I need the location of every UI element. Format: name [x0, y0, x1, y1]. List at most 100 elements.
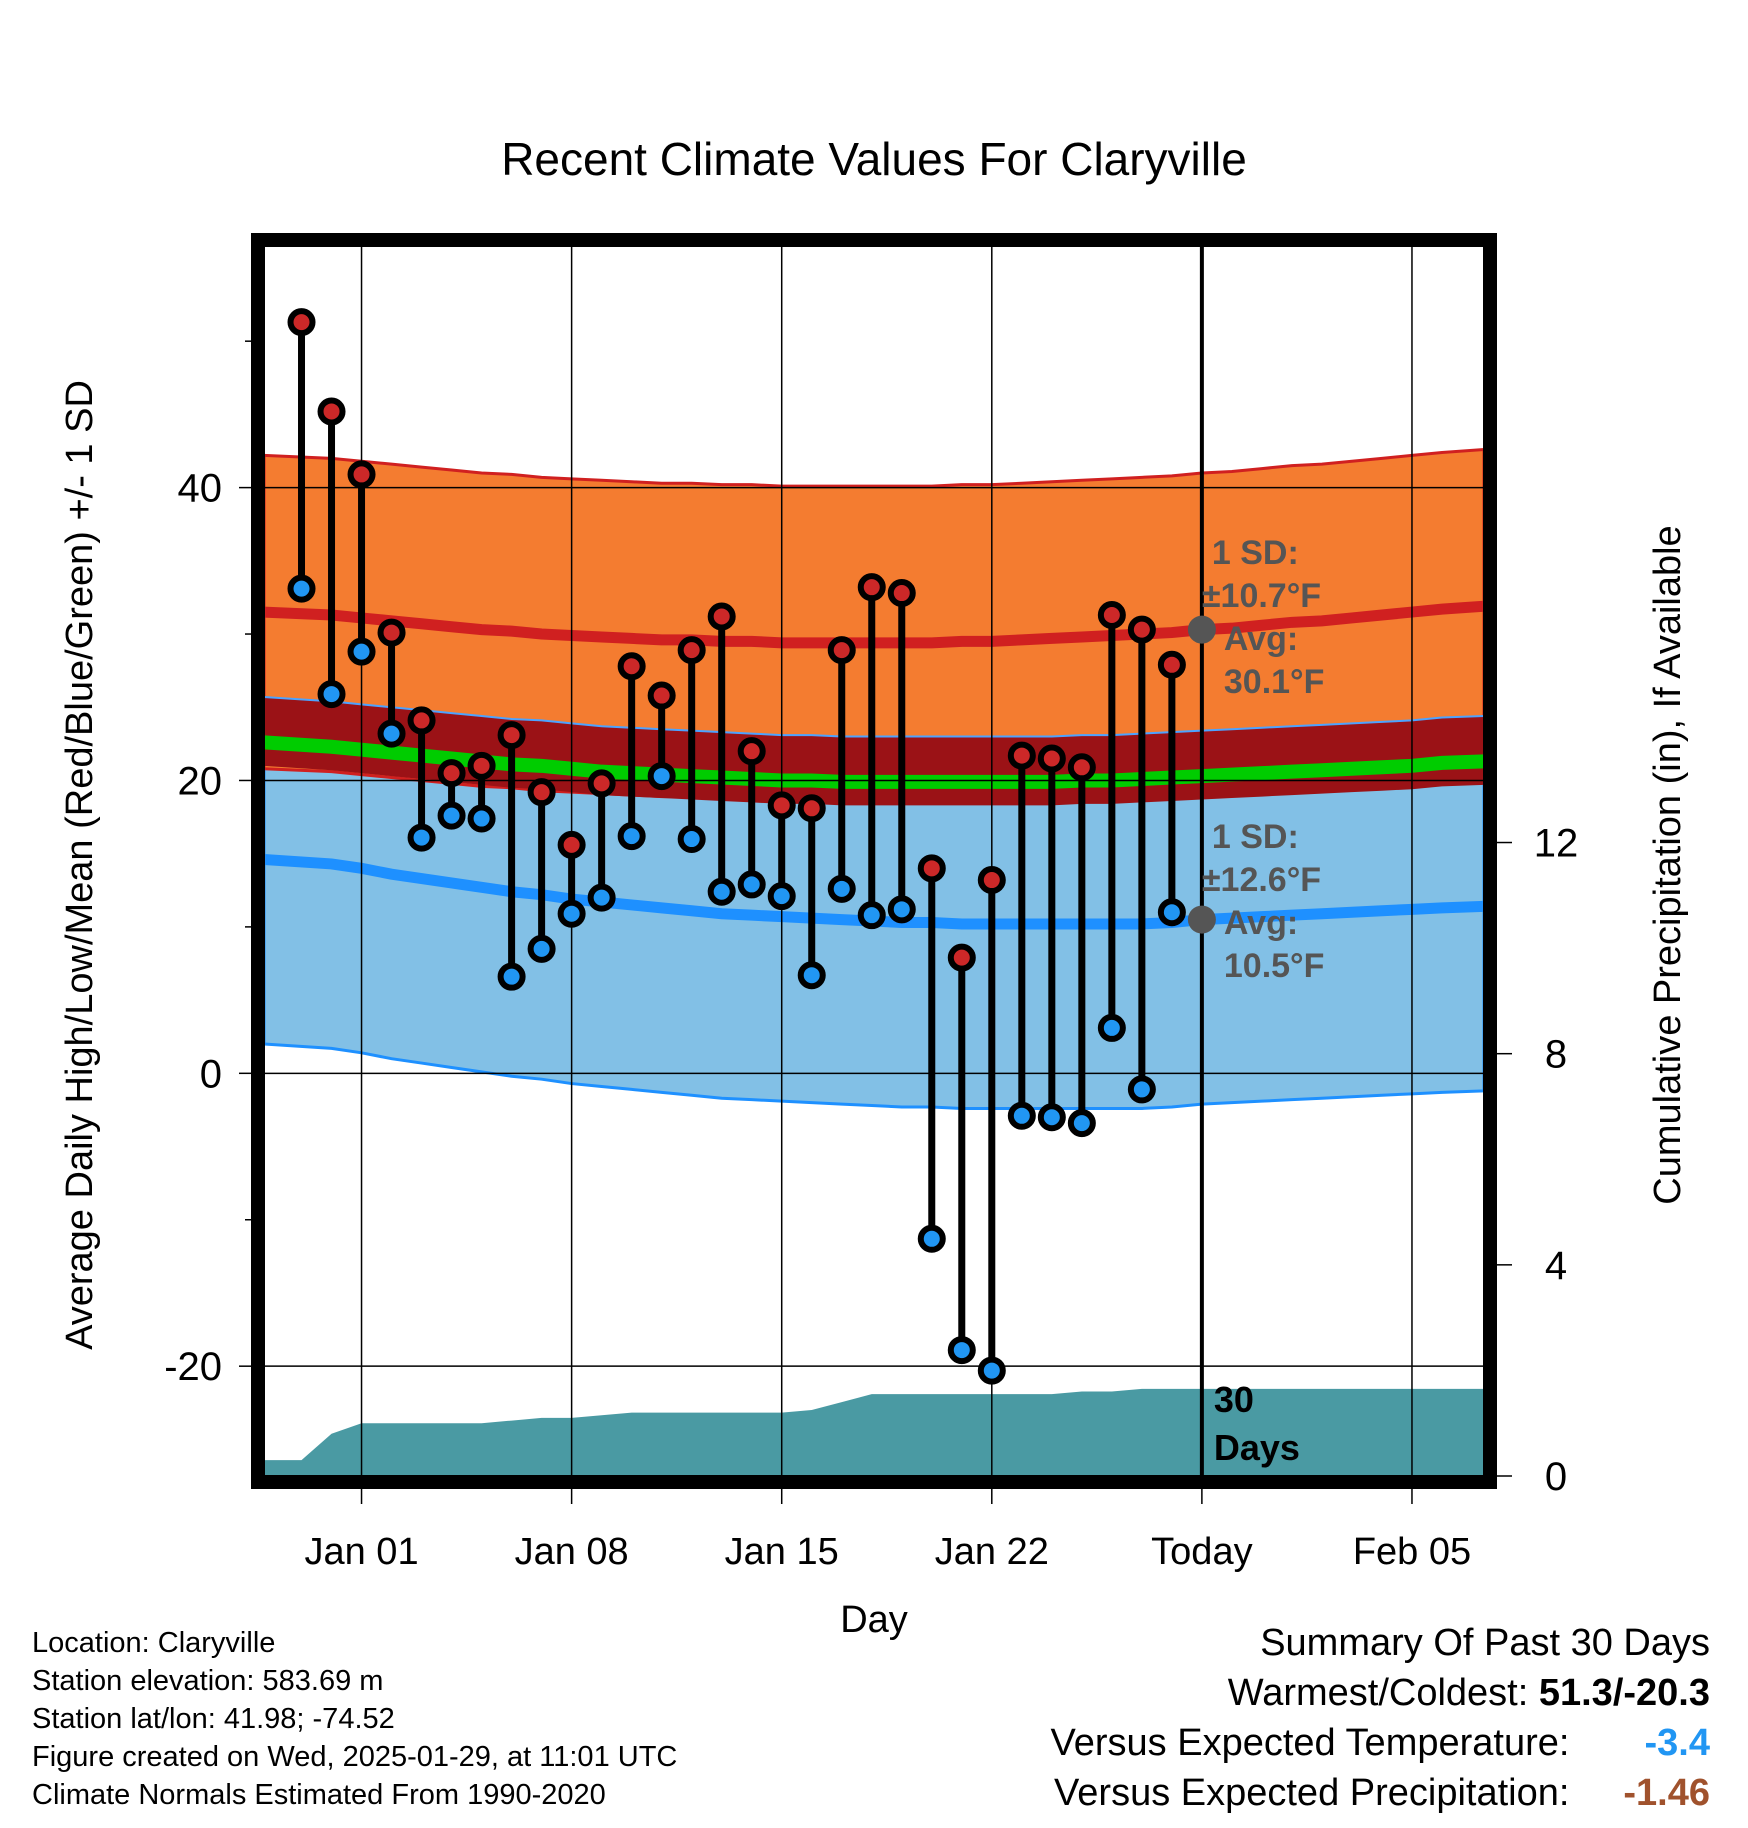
latlon-text: Station lat/lon: 41.98; -74.52 [32, 1703, 395, 1735]
y2-axis-label: Cumulative Precipitation (in), If Availa… [1647, 525, 1689, 1204]
x-tick-label: Today [1151, 1531, 1252, 1573]
plot-content [264, 246, 1484, 1476]
high-point [827, 636, 856, 665]
high-point [407, 706, 436, 735]
high-point [767, 791, 796, 820]
high-point [377, 618, 406, 647]
x-axis-label: Day [840, 1599, 908, 1641]
high-point [497, 721, 526, 750]
low-point [1037, 1103, 1066, 1132]
high-point [677, 636, 706, 665]
low-point [437, 801, 466, 830]
precip-label: Versus Expected Precipitation: [1054, 1772, 1570, 1814]
low-sd-annotation: ±12.6°F [1202, 861, 1321, 899]
low-point [287, 574, 316, 603]
low-point [767, 882, 796, 911]
chart-title: Recent Climate Values For Claryville [501, 133, 1247, 185]
elevation-text: Station elevation: 583.69 m [32, 1665, 384, 1697]
temp-label: Versus Expected Temperature: [1050, 1722, 1570, 1764]
high-point [317, 397, 346, 426]
high-point [1007, 741, 1036, 770]
high-sd-annotation: Avg: [1224, 620, 1298, 658]
high-point [527, 778, 556, 807]
low-point [1067, 1109, 1096, 1138]
high-point [347, 460, 376, 489]
normals-text: Climate Normals Estimated From 1990-2020 [32, 1779, 606, 1811]
temp-value: -3.4 [1644, 1722, 1710, 1764]
low-point [1097, 1013, 1126, 1042]
high-sd-annotation: 30.1°F [1224, 663, 1325, 701]
warm-cold-value: 51.3/-20.3 [1538, 1672, 1710, 1714]
high-point [557, 830, 586, 859]
low-point [797, 961, 826, 990]
summary-temp: Versus Expected Temperature: -3.4 [1051, 1718, 1710, 1768]
high-point [1067, 753, 1096, 782]
x-tick-label: Jan 15 [725, 1531, 839, 1573]
x-tick-label: Feb 05 [1353, 1531, 1471, 1573]
y2-tick-label: 4 [1545, 1244, 1567, 1288]
high-sd-annotation: 1 SD: [1212, 534, 1299, 572]
x-tick-label: Jan 01 [304, 1531, 418, 1573]
low-point [377, 719, 406, 748]
high-point [647, 681, 676, 710]
low-point [947, 1336, 976, 1365]
y-tick-label: 40 [178, 467, 223, 511]
normal-low-line [264, 854, 1484, 930]
high-point [1037, 744, 1066, 773]
high-point [587, 769, 616, 798]
normal-high-line [264, 600, 1484, 649]
high-point [707, 602, 736, 631]
location-text: Location: Claryville [32, 1627, 276, 1659]
low-point [317, 680, 346, 709]
low-point [617, 822, 646, 851]
high-sd-annotation: ±10.7°F [1202, 577, 1321, 615]
warm-cold-label: Warmest/Coldest: [1227, 1672, 1529, 1714]
y-tick-label: 20 [178, 759, 223, 803]
y2-tick-label: 8 [1545, 1033, 1567, 1077]
precip-value: -1.46 [1623, 1772, 1710, 1814]
low-point [1007, 1101, 1036, 1130]
high-point [287, 308, 316, 337]
precip-period-label: Days [1214, 1427, 1300, 1468]
low-sd-annotation: 10.5°F [1224, 947, 1325, 985]
high-point [857, 573, 886, 602]
normal-mean-line [264, 735, 1484, 789]
low-point [677, 825, 706, 854]
high-point [917, 854, 946, 883]
high-point [737, 737, 766, 766]
y2-tick-label: 0 [1545, 1455, 1567, 1499]
low-sd-annotation: Avg: [1224, 904, 1298, 942]
low-point [527, 934, 556, 963]
y-tick-label: -20 [164, 1345, 222, 1389]
precip-period-label: 30 [1214, 1379, 1254, 1420]
low-point [407, 823, 436, 852]
high-point [1127, 615, 1156, 644]
low-point [977, 1356, 1006, 1385]
low-point [587, 883, 616, 912]
low-point [497, 962, 526, 991]
low-point [1127, 1075, 1156, 1104]
low-point [737, 870, 766, 899]
low-point [347, 637, 376, 666]
low-point [917, 1224, 946, 1253]
high-point [947, 943, 976, 972]
low-point [827, 874, 856, 903]
summary-warm-cold: Warmest/Coldest: 51.3/-20.3 [1051, 1668, 1710, 1718]
high-point [467, 751, 496, 780]
low-point [857, 901, 886, 930]
summary-title: Summary Of Past 30 Days [1260, 1622, 1710, 1664]
y-tick-label: 0 [200, 1052, 222, 1096]
created-text: Figure created on Wed, 2025-01-29, at 11… [32, 1741, 678, 1773]
low-point [887, 895, 916, 924]
y-axis-label: Average Daily High/Low/Mean (Red/Blue/Gr… [59, 380, 101, 1350]
high-point [797, 794, 826, 823]
high-point [977, 866, 1006, 895]
high-point [1097, 601, 1126, 629]
x-tick-label: Jan 22 [935, 1531, 1049, 1573]
low-point [467, 804, 496, 833]
high-point [617, 652, 646, 681]
low-point [1157, 898, 1186, 927]
low-point [557, 899, 586, 928]
low-sd-annotation: 1 SD: [1212, 818, 1299, 856]
